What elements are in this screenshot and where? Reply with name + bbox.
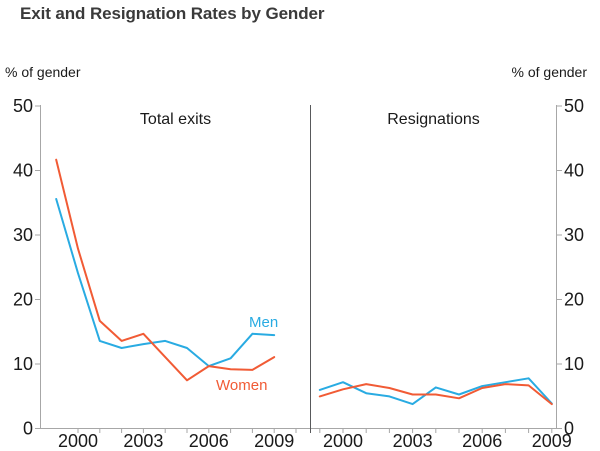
y-axis-label-right: % of gender [511, 64, 588, 80]
y-tick-label-left: 30 [13, 225, 33, 245]
y-tick-label-left: 50 [13, 96, 33, 116]
y-tick-label-right: 20 [564, 290, 584, 310]
women-line [55, 158, 276, 382]
x-tick-label: 2006 [189, 431, 229, 451]
x-tick-label: 2000 [323, 431, 363, 451]
y-tick-label-left: 10 [13, 354, 33, 374]
x-tick-label: 2003 [393, 431, 433, 451]
men-line [55, 198, 276, 368]
y-tick-label-right: 50 [564, 96, 584, 116]
panel-title: Total exits [140, 111, 211, 128]
y-tick-label-right: 30 [564, 225, 584, 245]
y-tick-label-right: 40 [564, 161, 584, 181]
y-tick-label-left: 20 [13, 290, 33, 310]
men-series-label: Men [249, 314, 278, 331]
panel-title: Resignations [387, 111, 480, 128]
chart-title: Exit and Resignation Rates by Gender [20, 4, 325, 23]
women-series-label: Women [216, 377, 267, 394]
x-tick-label: 2009 [254, 431, 294, 451]
x-tick-label: 2006 [462, 431, 502, 451]
y-tick-label-left: 0 [23, 419, 33, 439]
y-tick-label-right: 10 [564, 354, 584, 374]
x-tick-label: 2003 [123, 431, 163, 451]
x-tick-label: 2000 [58, 431, 98, 451]
x-tick-label: 2009 [532, 431, 572, 451]
men-line [318, 377, 553, 406]
y-tick-label-right: 0 [564, 419, 574, 439]
y-tick-label-left: 40 [13, 161, 33, 181]
y-axis-label-left: % of gender [5, 64, 81, 80]
women-line [318, 383, 553, 406]
